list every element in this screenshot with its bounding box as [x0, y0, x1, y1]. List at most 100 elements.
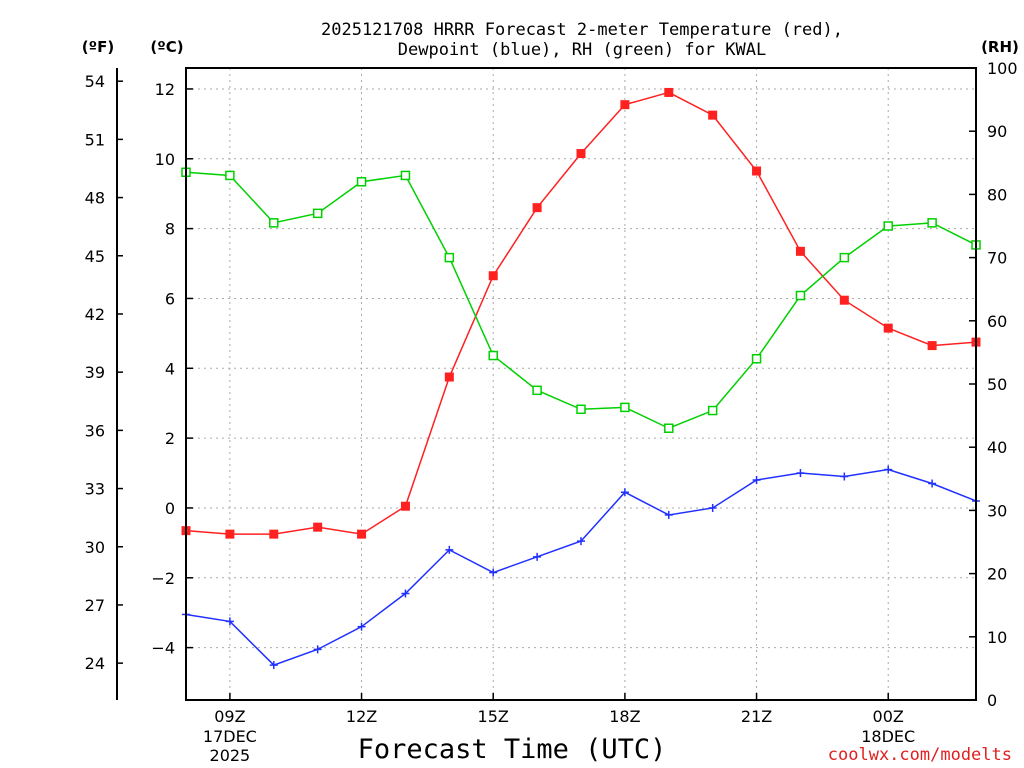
fahrenheit-tick-label: 54	[85, 72, 105, 91]
dewpoint-point	[225, 617, 234, 626]
x-tick-label: 21Z	[741, 707, 772, 726]
2-meter-temperature-point	[927, 341, 937, 351]
dewpoint-point	[796, 469, 805, 478]
fahrenheit-tick-label: 24	[85, 654, 105, 673]
celsius-tick-label: 0	[165, 499, 175, 518]
fahrenheit-unit-label: (ºF)	[82, 38, 114, 56]
rh-point	[620, 402, 630, 413]
rh-tick-label: 90	[987, 122, 1007, 141]
rh-line	[185, 171, 977, 430]
dewpoint-point	[445, 545, 454, 554]
rh-tick-label: 10	[987, 628, 1007, 647]
chart-title-line2: Dewpoint (blue), RH (green) for KWAL	[398, 40, 766, 60]
2-meter-temperature-point	[444, 372, 454, 382]
rh-tick-label: 30	[987, 501, 1007, 520]
2-meter-temperature-point	[225, 529, 235, 539]
dewpoint-point	[884, 465, 893, 474]
2-meter-temperature-point	[620, 100, 630, 110]
gridlines	[186, 68, 976, 700]
fahrenheit-tick-label: 33	[85, 480, 105, 499]
celsius-tick-label: 6	[165, 289, 175, 308]
rh-point	[356, 177, 367, 187]
dewpoint-point	[357, 622, 366, 631]
axes: −4−2024681012242730333639424548515401020…	[85, 59, 1018, 765]
dewpoint-point	[577, 537, 585, 546]
rh-tick-label: 20	[987, 565, 1007, 584]
dewpoint-point	[708, 503, 717, 512]
plot-frame	[185, 67, 977, 701]
celsius-tick-label: 12	[155, 80, 175, 99]
dewpoint-point	[269, 661, 278, 670]
2-meter-temperature-point	[664, 87, 674, 97]
chart-title-line1: 2025121708 HRRR Forecast 2-meter Tempera…	[321, 20, 843, 40]
fahrenheit-tick-label: 27	[85, 596, 105, 615]
rh-point	[576, 404, 586, 415]
dewpoint-point	[313, 645, 322, 654]
celsius-tick-label: 4	[165, 359, 175, 378]
series-layer	[181, 87, 981, 670]
2-meter-temperature-point	[795, 246, 805, 256]
rh-point	[839, 252, 850, 263]
fahrenheit-tick-label: 30	[85, 538, 105, 557]
x-tick-year: 2025	[210, 746, 251, 765]
rh-unit-label: (RH)	[981, 38, 1019, 56]
rh-point	[444, 252, 455, 263]
fahrenheit-tick-label: 51	[85, 130, 105, 149]
2-meter-temperature-point	[532, 203, 542, 213]
rh-tick-label: 60	[987, 312, 1007, 331]
rh-tick-label: 70	[987, 249, 1007, 268]
rh-point	[532, 385, 542, 396]
celsius-unit-label: (ºC)	[150, 38, 183, 56]
fahrenheit-tick-label: 45	[85, 247, 105, 266]
2-meter-temperature-point	[269, 529, 279, 539]
rh-point	[312, 208, 323, 219]
dewpoint-point	[752, 476, 761, 485]
2-meter-temperature-point	[576, 149, 586, 159]
2-meter-temperature-point	[400, 501, 410, 511]
rh-point	[751, 353, 762, 364]
x-tick-date: 17DEC	[203, 727, 257, 746]
celsius-tick-label: 8	[165, 220, 175, 239]
x-tick-label: 15Z	[478, 707, 509, 726]
2-meter-temperature-point	[313, 522, 323, 532]
rh-point	[927, 218, 937, 228]
rh-point	[400, 170, 411, 181]
celsius-tick-label: 10	[155, 150, 175, 169]
celsius-tick-label: 2	[165, 429, 175, 448]
rh-point	[707, 405, 718, 416]
celsius-tick-label: −2	[151, 569, 175, 588]
x-axis-label: Forecast Time (UTC)	[358, 734, 667, 765]
fahrenheit-tick-label: 36	[85, 421, 105, 440]
rh-point	[883, 221, 893, 231]
2-meter-temperature-point	[883, 323, 893, 333]
rh-point	[488, 350, 498, 361]
rh-tick-label: 0	[987, 691, 997, 710]
dewpoint-point	[620, 488, 629, 497]
2-meter-temperature-point	[708, 110, 718, 120]
2-meter-temperature-point	[839, 295, 849, 305]
celsius-tick-label: −4	[151, 639, 175, 658]
fahrenheit-tick-label: 42	[85, 305, 105, 324]
dewpoint-line	[185, 468, 977, 666]
dewpoint-point	[401, 589, 410, 598]
rh-point	[795, 290, 806, 301]
dewpoint-point	[928, 479, 937, 488]
watermark: coolwx.com/modelts	[828, 745, 1012, 765]
dewpoint-point	[664, 510, 673, 519]
2-meter-temperature-line	[185, 91, 977, 535]
x-tick-label: 00Z	[873, 707, 904, 726]
fahrenheit-tick-label: 39	[85, 363, 105, 382]
fahrenheit-tick-label: 48	[85, 189, 105, 208]
rh-point	[664, 423, 674, 433]
x-tick-date: 18DEC	[861, 727, 915, 746]
rh-tick-label: 50	[987, 375, 1007, 394]
dewpoint-point	[489, 568, 498, 577]
2-meter-temperature-point	[357, 529, 367, 539]
dewpoint-point	[533, 552, 542, 561]
rh-point	[269, 218, 279, 228]
rh-tick-label: 80	[987, 185, 1007, 204]
dewpoint-point	[840, 472, 849, 481]
x-tick-label: 18Z	[609, 707, 640, 726]
x-tick-label: 12Z	[346, 707, 377, 726]
